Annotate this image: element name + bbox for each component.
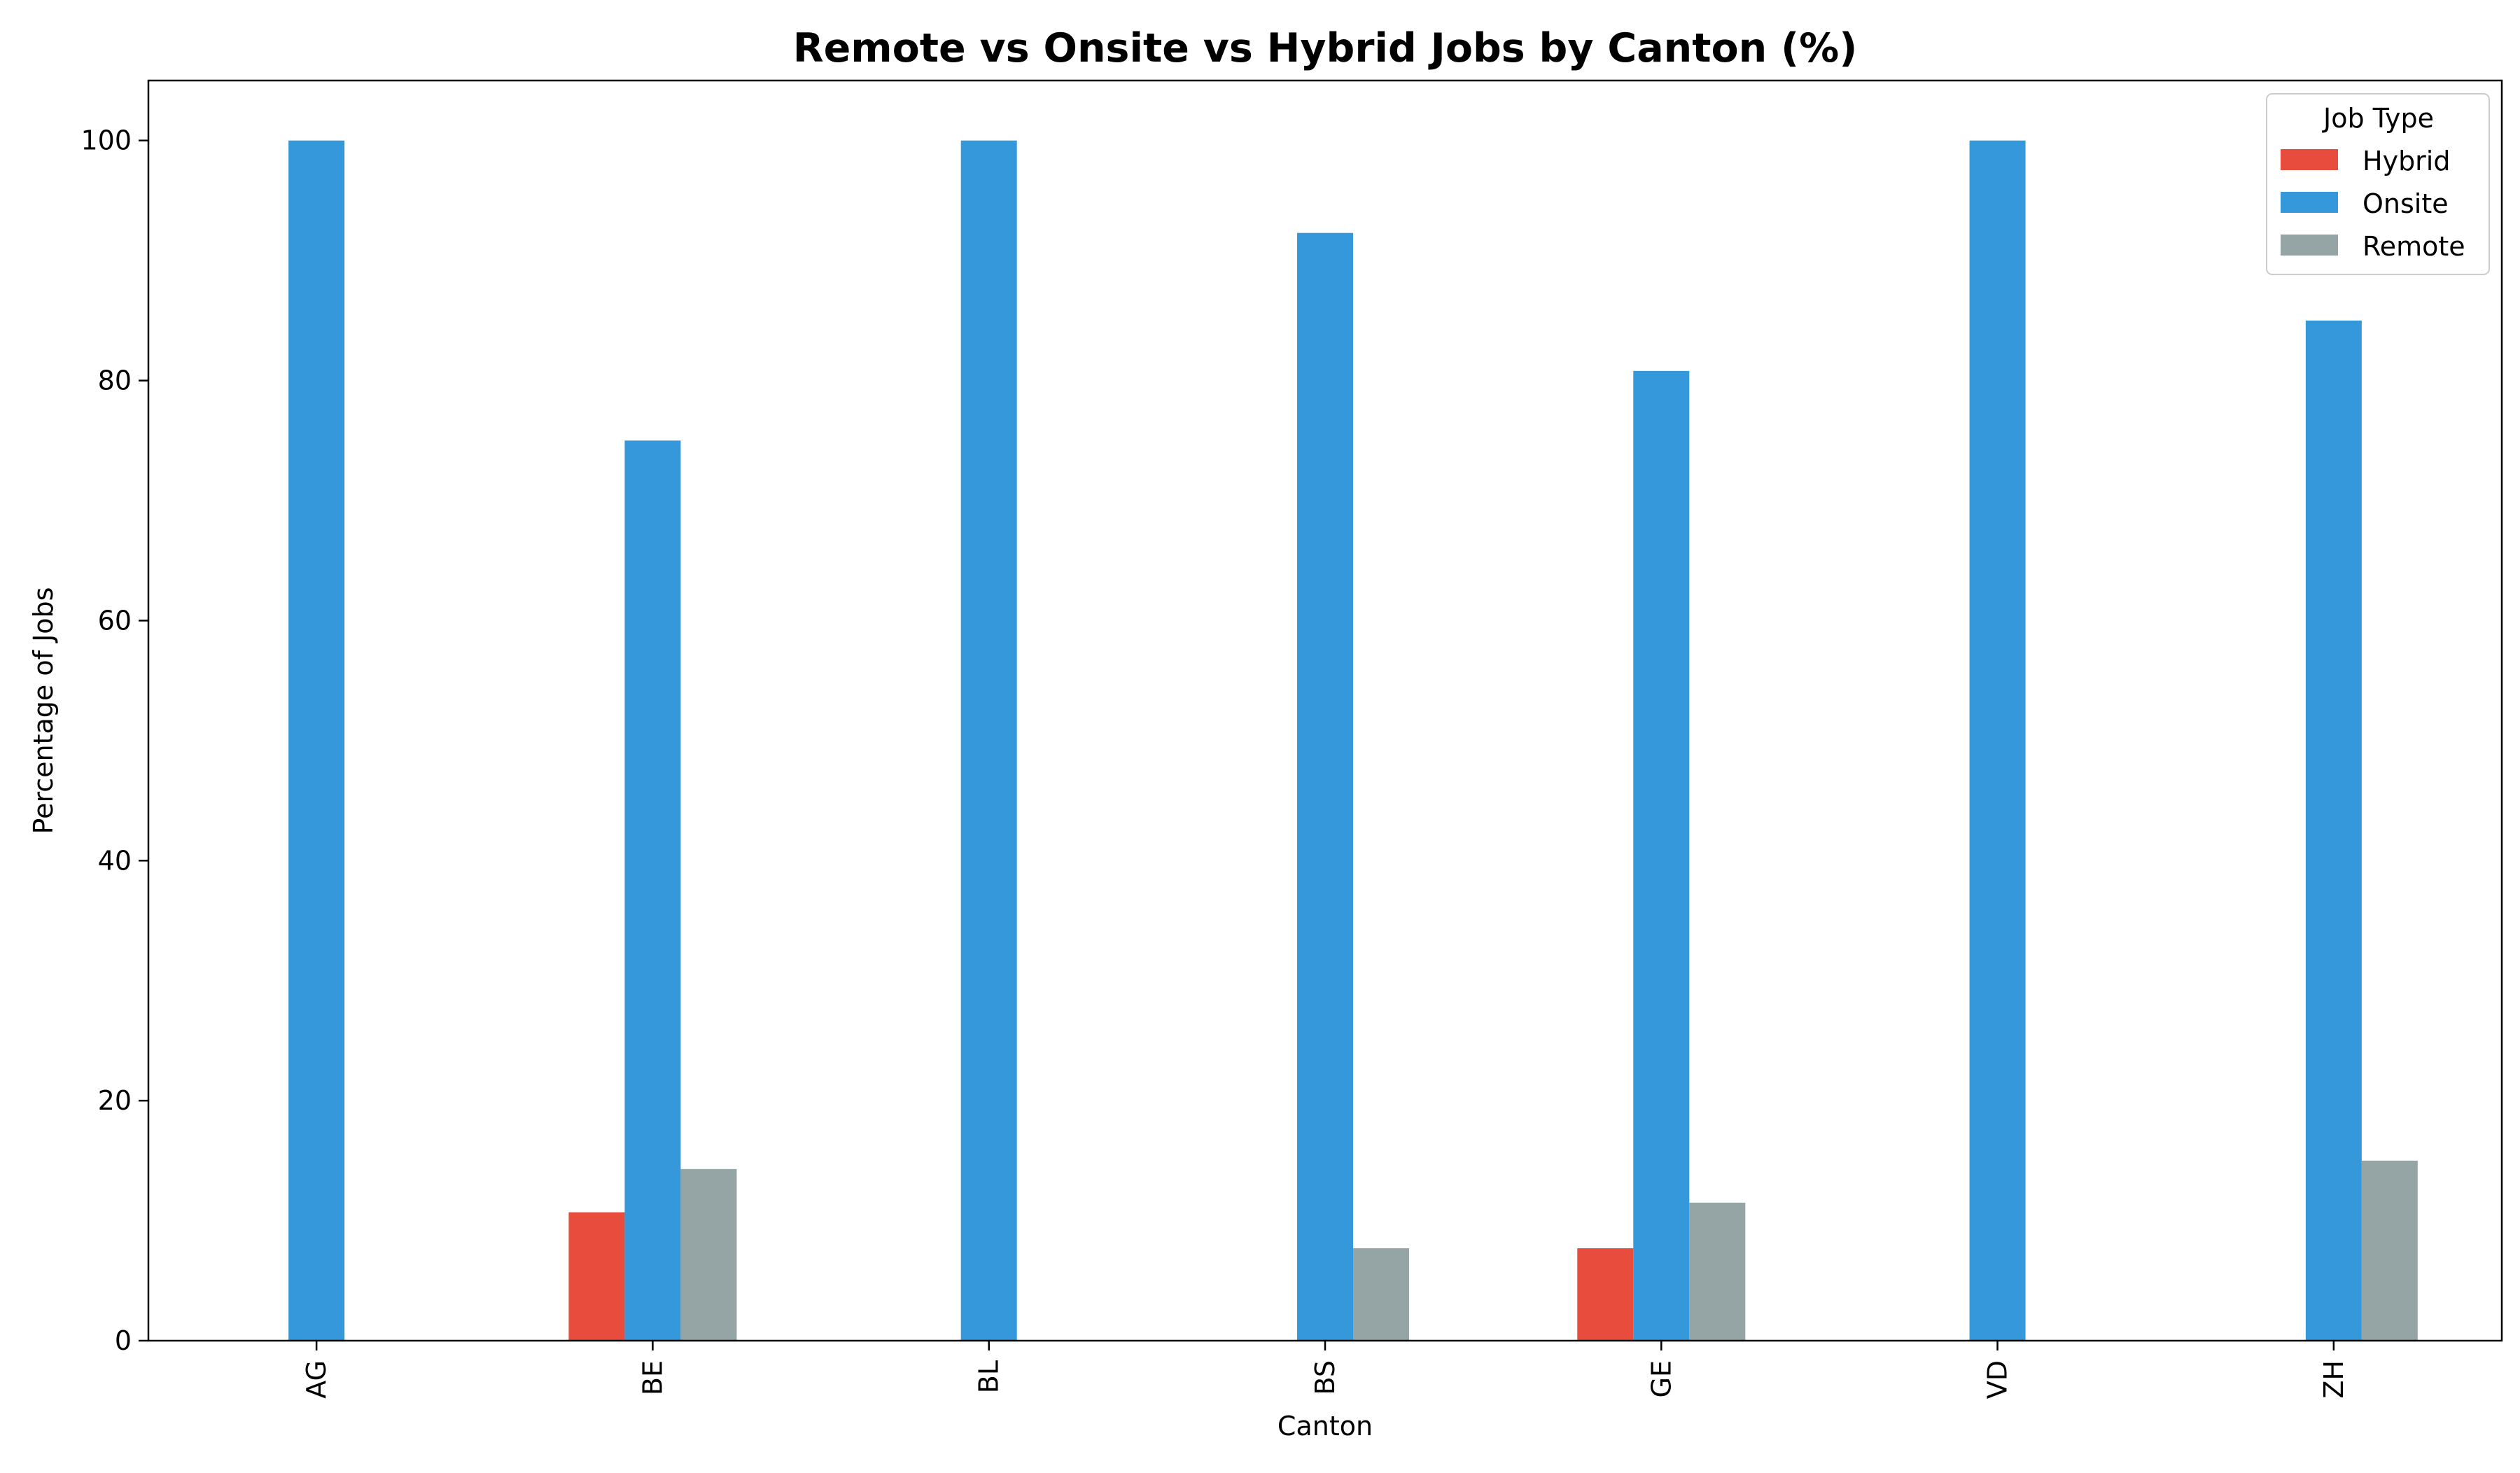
legend-frame xyxy=(2266,93,2490,275)
bar-hybrid-be xyxy=(568,1212,625,1341)
legend-label-hybrid: Hybrid xyxy=(2362,146,2451,176)
legend-label-onsite: Onsite xyxy=(2362,188,2449,219)
x-axis: AG BE BL BS GE VD ZH xyxy=(301,1341,2349,1399)
y-tick-label: 20 xyxy=(98,1085,132,1116)
x-tick-label: VD xyxy=(1982,1360,2013,1399)
x-tick-label: ZH xyxy=(2318,1360,2349,1399)
bar-onsite-ge xyxy=(1633,370,1690,1341)
y-tick-label: 0 xyxy=(115,1325,132,1356)
legend-swatch-remote xyxy=(2281,235,2338,256)
y-tick-label: 40 xyxy=(98,845,132,876)
legend-label-remote: Remote xyxy=(2362,231,2465,262)
chart-title: Remote vs Onsite vs Hybrid Jobs by Canto… xyxy=(793,25,1858,71)
bar-hybrid-ge xyxy=(1577,1248,1634,1341)
x-tick-label: GE xyxy=(1646,1360,1676,1397)
bar-onsite-ag xyxy=(288,140,345,1341)
legend-title: Job Type xyxy=(2322,103,2434,134)
bars-group xyxy=(288,140,2418,1341)
legend-items: Hybrid Onsite Remote xyxy=(2281,146,2465,262)
y-tick-label: 80 xyxy=(98,365,132,396)
legend-swatch-onsite xyxy=(2281,192,2338,213)
bar-remote-ge xyxy=(1689,1202,1746,1341)
bar-onsite-bl xyxy=(960,140,1017,1341)
bar-remote-zh xyxy=(2361,1160,2418,1341)
y-tick-label: 100 xyxy=(80,125,132,156)
bar-remote-be xyxy=(680,1168,737,1341)
y-tick-label: 60 xyxy=(98,605,132,636)
x-tick-label: BS xyxy=(1310,1360,1340,1395)
bar-onsite-zh xyxy=(2305,320,2362,1341)
bar-onsite-vd xyxy=(1969,140,2026,1341)
x-axis-label: Canton xyxy=(1278,1411,1373,1441)
bar-onsite-be xyxy=(624,440,681,1341)
x-tick-label: BL xyxy=(974,1360,1004,1393)
x-tick-label: AG xyxy=(301,1360,332,1399)
bar-onsite-bs xyxy=(1297,232,1353,1341)
bar-remote-bs xyxy=(1353,1248,1409,1341)
y-axis-label: Percentage of Jobs xyxy=(28,587,59,835)
legend: Job Type Hybrid Onsite Remote xyxy=(2266,93,2490,275)
legend-swatch-hybrid xyxy=(2281,149,2338,170)
x-tick-label: BE xyxy=(637,1360,668,1395)
y-axis: 0 20 40 60 80 100 xyxy=(80,125,148,1356)
